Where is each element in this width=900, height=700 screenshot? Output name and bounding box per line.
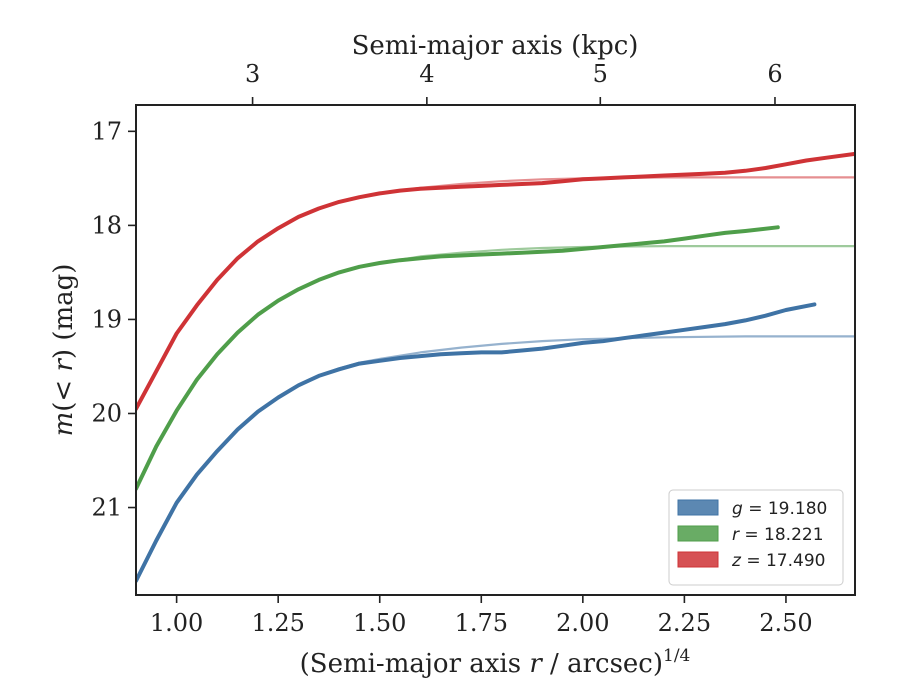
- legend-swatch-z: [677, 551, 719, 568]
- legend-label-r: r = 18.221: [732, 525, 824, 545]
- x-tick-label: 2.00: [556, 609, 609, 637]
- legend-label-g: g = 19.180: [732, 499, 827, 519]
- legend-label-z: z = 17.490: [731, 551, 825, 571]
- plot-frame: [135, 104, 856, 596]
- top-tick-label: 5: [593, 60, 608, 88]
- top-axis-title: Semi-major axis (kpc): [352, 31, 639, 61]
- legend-swatch-r: [677, 525, 719, 542]
- x-tick-label: 1.25: [251, 609, 304, 637]
- top-tick-label: 4: [419, 60, 434, 88]
- series-line-g-data: [136, 302, 817, 583]
- x-axis-title: (Semi-major axis r / arcsec)1/4: [300, 646, 691, 679]
- series-line-r-data: [136, 225, 780, 491]
- x-tick-label: 1.75: [455, 609, 508, 637]
- top-tick-label: 6: [767, 60, 782, 88]
- y-axis-title: m(< r) (mag): [49, 264, 79, 437]
- data-curves: [136, 151, 855, 583]
- series-line-r-model: [136, 245, 855, 490]
- x-tick-label: 2.25: [658, 609, 711, 637]
- series-line-z-data: [136, 151, 855, 411]
- legend: g = 19.180 r = 18.221 z = 17.490: [668, 489, 844, 586]
- x-tick-label: 2.50: [759, 609, 812, 637]
- y-tick-label: 20: [91, 399, 122, 427]
- y-tick-label: 18: [91, 211, 122, 239]
- y-tick-label: 19: [91, 305, 122, 333]
- x-tick-label: 1.00: [150, 609, 203, 637]
- x-tick-label: 1.50: [353, 609, 406, 637]
- y-tick-label: 17: [91, 117, 122, 145]
- legend-swatch-g: [677, 499, 719, 516]
- axis-ticks: 1.00 1.25 1.50 1.75 2.00 2.25 2.50 17 18 19 20 21 3 4…: [91, 60, 812, 637]
- y-tick-label: 21: [91, 494, 122, 522]
- top-tick-label: 3: [245, 60, 260, 88]
- series-line-z-model: [136, 176, 855, 410]
